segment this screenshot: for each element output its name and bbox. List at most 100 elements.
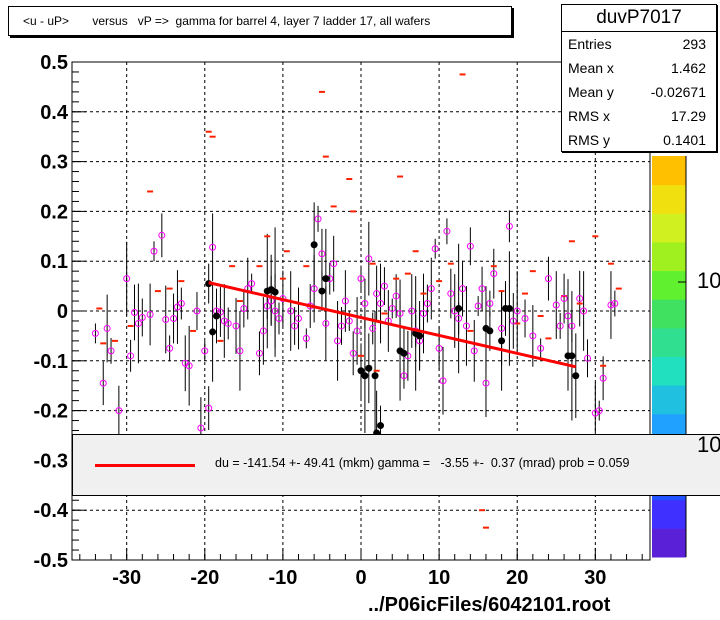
magenta-point bbox=[568, 322, 576, 330]
x-tick-label: -20 bbox=[190, 567, 219, 589]
magenta-point bbox=[158, 231, 166, 239]
magenta-point bbox=[209, 243, 217, 251]
magenta-point bbox=[271, 307, 279, 315]
magenta-point bbox=[470, 347, 478, 355]
palette-band bbox=[652, 213, 686, 243]
magenta-point bbox=[150, 247, 158, 255]
stats-box: duvP7017 Entries 293 Mean x 1.462 Mean y… bbox=[561, 4, 717, 152]
magenta-point bbox=[162, 315, 170, 323]
magenta-point bbox=[263, 302, 271, 310]
x-tick-label: -10 bbox=[268, 567, 297, 589]
magenta-point bbox=[314, 215, 322, 223]
magenta-point bbox=[447, 290, 455, 298]
black-point bbox=[322, 275, 330, 283]
black-point bbox=[357, 367, 365, 375]
magenta-point bbox=[103, 324, 111, 332]
magenta-point bbox=[509, 317, 517, 325]
magenta-point bbox=[369, 324, 377, 332]
stats-row-mean-x: Mean x 1.462 bbox=[562, 56, 716, 80]
magenta-point bbox=[486, 300, 494, 308]
fit-legend: du = -141.54 +- 49.41 (mkm) gamma = -3.5… bbox=[72, 434, 720, 496]
black-point bbox=[377, 422, 385, 430]
magenta-point bbox=[580, 307, 588, 315]
y-tick-label: -0.4 bbox=[34, 500, 69, 522]
x-tick-label: 30 bbox=[584, 567, 606, 589]
file-path-label: ../P06icFiles/6042101.root bbox=[368, 594, 611, 616]
magenta-point bbox=[521, 314, 529, 322]
magenta-point bbox=[556, 322, 564, 330]
magenta-point bbox=[287, 307, 295, 315]
magenta-point bbox=[595, 407, 603, 415]
magenta-point bbox=[216, 308, 224, 316]
palette-label-lower: 10 bbox=[697, 432, 720, 457]
magenta-point bbox=[248, 280, 256, 288]
magenta-point bbox=[275, 314, 283, 322]
x-tick-label: 0 bbox=[355, 567, 366, 589]
magenta-point bbox=[466, 242, 474, 250]
y-tick-label: 0.5 bbox=[40, 52, 68, 74]
magenta-point bbox=[123, 275, 131, 283]
stats-title: duvP7017 bbox=[562, 5, 716, 32]
magenta-point bbox=[400, 372, 408, 380]
y-tick-label: -0.3 bbox=[34, 450, 68, 472]
magenta-point bbox=[455, 314, 463, 322]
stats-label: Mean y bbox=[568, 84, 614, 100]
magenta-point bbox=[611, 300, 619, 308]
magenta-point bbox=[146, 310, 154, 318]
magenta-point bbox=[201, 347, 209, 355]
magenta-point bbox=[170, 314, 178, 322]
magenta-point bbox=[127, 352, 135, 360]
palette-label-upper: 10 bbox=[697, 268, 720, 293]
stats-label: Mean x bbox=[568, 60, 614, 76]
stats-value: 293 bbox=[682, 36, 706, 52]
black-point bbox=[416, 332, 424, 340]
palette-band bbox=[652, 156, 686, 186]
stats-row-rms-x: RMS x 17.29 bbox=[562, 104, 716, 128]
magenta-point bbox=[439, 377, 447, 385]
magenta-point bbox=[99, 379, 107, 387]
palette-band bbox=[652, 299, 686, 329]
palette-band bbox=[652, 528, 686, 558]
magenta-point bbox=[408, 307, 416, 315]
black-point bbox=[371, 372, 379, 380]
magenta-point bbox=[138, 313, 146, 321]
magenta-point bbox=[380, 282, 388, 290]
magenta-point bbox=[529, 332, 537, 340]
magenta-point bbox=[427, 285, 435, 293]
magenta-point bbox=[310, 285, 318, 293]
fit-line-segment bbox=[208, 281, 577, 369]
magenta-point bbox=[396, 309, 404, 317]
magenta-point bbox=[91, 329, 99, 337]
magenta-point bbox=[498, 324, 506, 332]
magenta-point bbox=[259, 327, 267, 335]
palette-band bbox=[652, 184, 686, 214]
chart-title: <u - uP> versus vP => gamma for barrel 4… bbox=[8, 6, 512, 36]
magenta-point bbox=[130, 308, 138, 316]
black-point bbox=[486, 327, 494, 335]
magenta-point bbox=[599, 374, 607, 382]
palette-band bbox=[652, 327, 686, 357]
magenta-point bbox=[185, 362, 193, 370]
black-point bbox=[572, 372, 580, 380]
magenta-point bbox=[337, 322, 345, 330]
y-tick-label: -0.2 bbox=[34, 401, 68, 423]
magenta-point bbox=[505, 222, 513, 230]
magenta-point bbox=[419, 309, 427, 317]
black-point bbox=[361, 372, 369, 380]
x-tick-label: 10 bbox=[428, 567, 450, 589]
magenta-point bbox=[361, 300, 369, 308]
black-point bbox=[400, 349, 408, 357]
black-point bbox=[209, 328, 217, 336]
magenta-point bbox=[134, 319, 142, 327]
magenta-point bbox=[357, 275, 365, 283]
magenta-point bbox=[513, 307, 521, 315]
stats-value: -0.02671 bbox=[650, 84, 706, 100]
stats-value: 17.29 bbox=[670, 108, 706, 124]
y-tick-label: -0.1 bbox=[34, 351, 68, 373]
legend-line-sample bbox=[95, 464, 195, 467]
axes: -30 -20 -10 0 10 20 30 0.5 0.4 0.3 0.2 0.1 0 -0.1 -0.2… bbox=[34, 52, 643, 589]
magenta-point bbox=[330, 260, 338, 268]
y-tick-label: -0.5 bbox=[34, 550, 68, 572]
magenta-point bbox=[345, 317, 353, 325]
black-point bbox=[498, 337, 506, 345]
